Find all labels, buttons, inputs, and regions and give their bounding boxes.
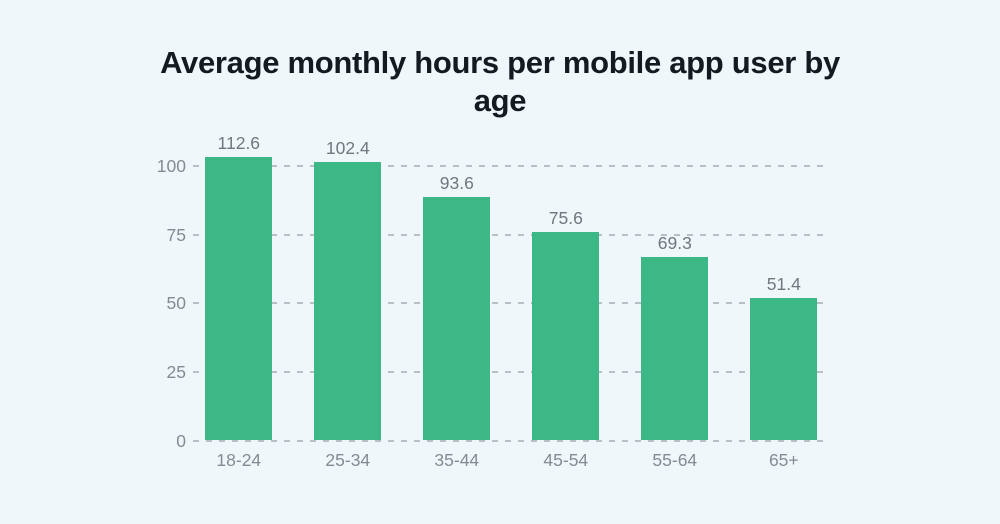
bar-value-label: 69.3 (657, 232, 692, 253)
x-axis-tick-label: 35-44 (434, 450, 480, 470)
gridline-100 (193, 165, 830, 167)
y-axis-tick-label: 50 (166, 293, 186, 314)
chart-title: Average monthly hours per mobile app use… (160, 45, 840, 118)
x-axis-tick-label: 25-34 (325, 450, 371, 470)
bar-55-64 (641, 256, 709, 441)
x-axis-tick-label: 65+ (768, 450, 799, 470)
bar-65+ (750, 298, 818, 441)
bar-value-label: 51.4 (766, 274, 801, 295)
gridline-50 (193, 302, 830, 305)
gridline-0 (193, 439, 830, 442)
bar-value-label: 112.6 (217, 133, 261, 154)
y-axis-tick-label: 25 (166, 361, 186, 382)
x-axis-tick-label: 45-54 (543, 450, 589, 470)
y-axis-tick-label: 100 (156, 156, 186, 176)
y-axis-tick-label: 75 (166, 224, 186, 245)
bar-25-34 (314, 162, 382, 441)
y-axis-tick-label: 0 (176, 430, 186, 451)
bar-45-54 (532, 232, 600, 441)
bar-value-label: 93.6 (439, 173, 474, 194)
gridline-25 (193, 370, 830, 373)
x-axis-tick-label: 55-64 (652, 450, 698, 470)
bar-18-24 (205, 157, 273, 441)
bar-35-44 (423, 197, 491, 441)
bar-value-label: 75.6 (548, 208, 583, 229)
bar-value-label: 102.4 (325, 138, 370, 159)
gridline-75 (193, 233, 830, 236)
x-axis-tick-label: 18-24 (216, 450, 262, 470)
